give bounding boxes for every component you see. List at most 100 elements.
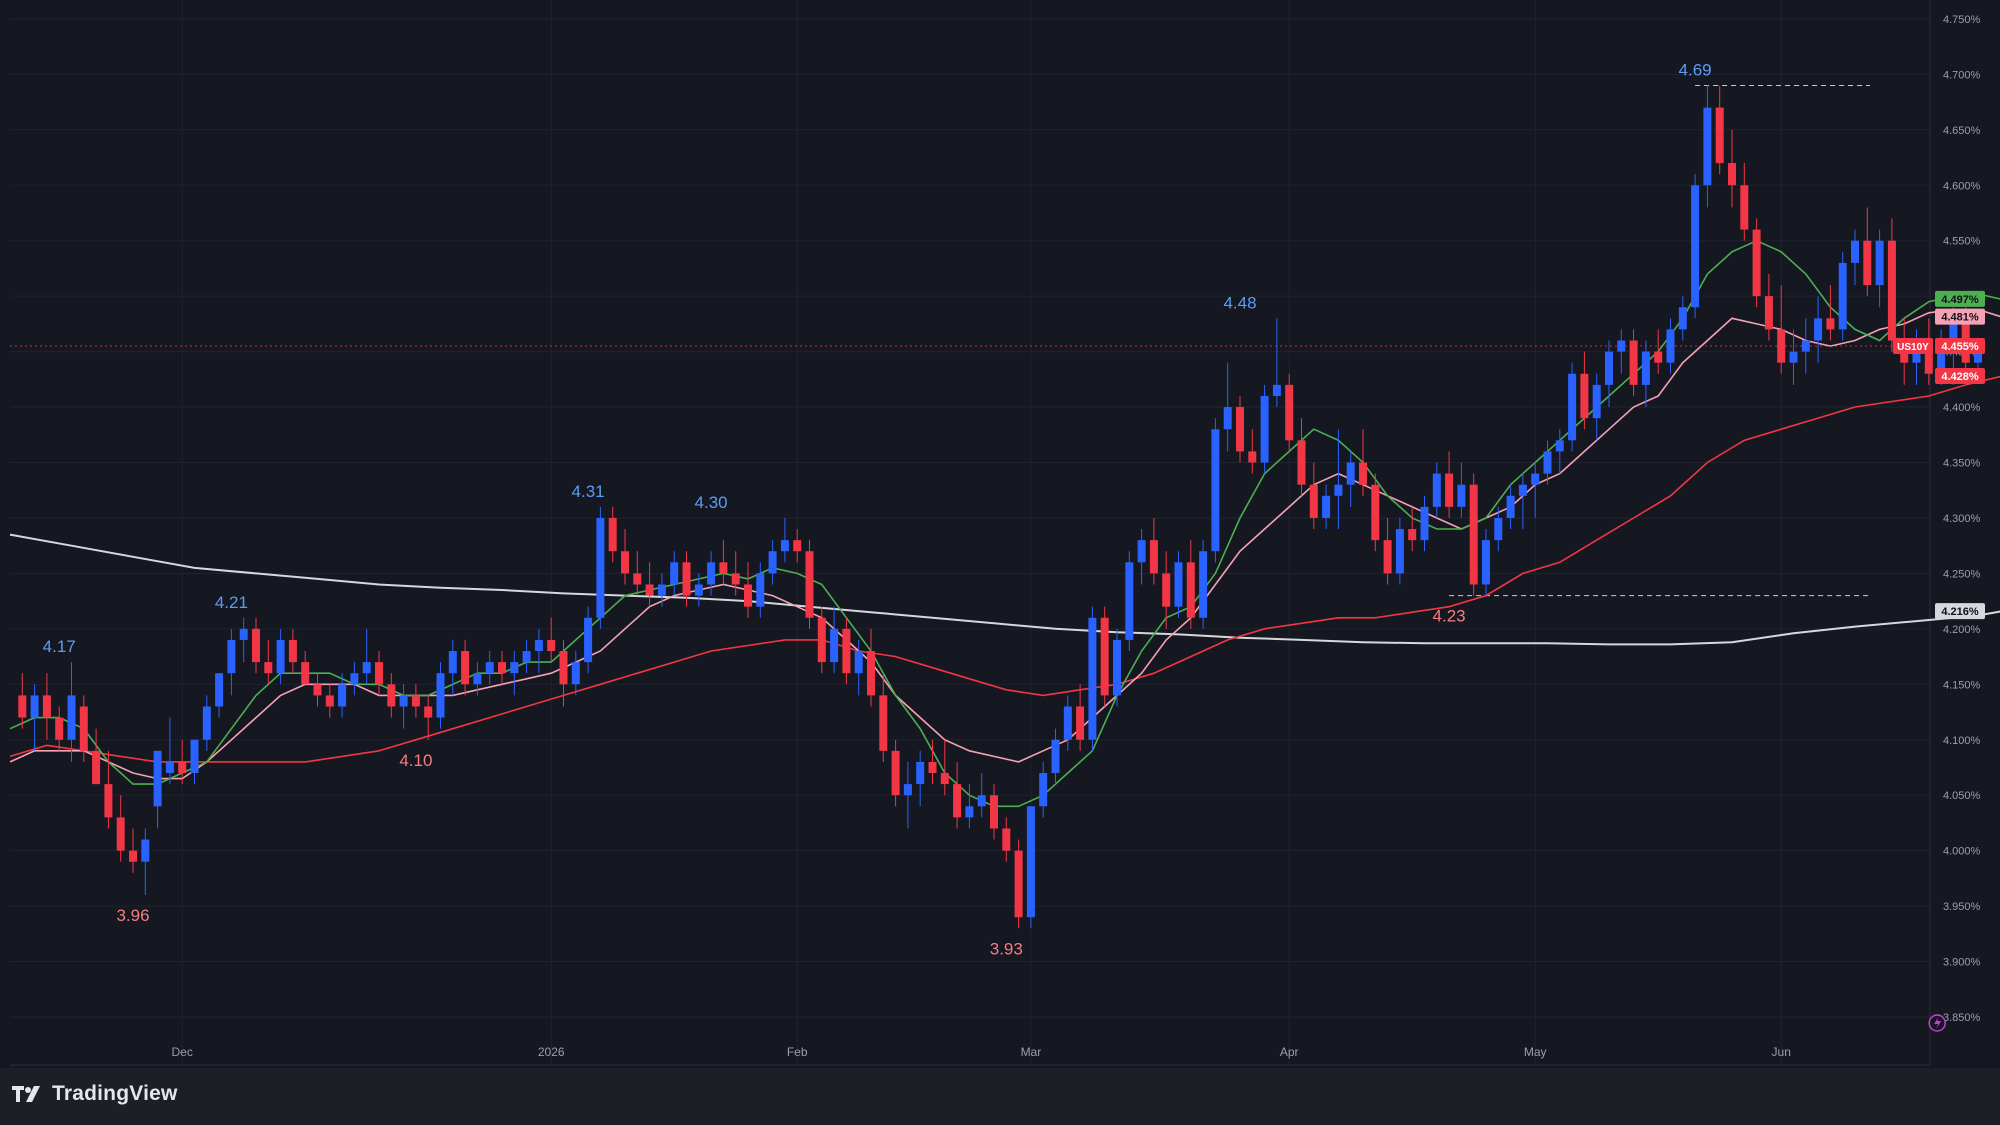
candle-body bbox=[1211, 429, 1220, 552]
candle-body bbox=[1285, 384, 1294, 441]
candle-body bbox=[1740, 185, 1749, 230]
candle-body bbox=[953, 784, 962, 818]
lightning-icon bbox=[1928, 1014, 1946, 1032]
candle-body bbox=[1395, 529, 1404, 574]
brand-name: TradingView bbox=[52, 1082, 178, 1105]
candle-body bbox=[264, 662, 273, 674]
candle-body bbox=[657, 584, 666, 596]
candle-body bbox=[79, 706, 88, 751]
ma-slow-value-tag: 4.428% bbox=[1941, 371, 1979, 383]
candle-body bbox=[313, 684, 322, 696]
candle-body bbox=[325, 695, 334, 707]
candle-body bbox=[362, 662, 371, 674]
candle-body bbox=[793, 540, 802, 552]
y-tick-label: 4.600% bbox=[1943, 180, 1981, 192]
candle-body bbox=[1137, 540, 1146, 563]
candle-body bbox=[608, 517, 617, 552]
candle-body bbox=[1814, 318, 1823, 341]
candle-body bbox=[424, 706, 433, 718]
candle-body bbox=[1113, 639, 1121, 696]
candle-body bbox=[965, 806, 974, 818]
candle-body bbox=[1174, 562, 1183, 607]
candle-body bbox=[1272, 384, 1281, 396]
y-tick-label: 4.550% bbox=[1943, 236, 1981, 248]
candle-body bbox=[1592, 384, 1601, 419]
high-value-label: 4.21 bbox=[215, 593, 248, 612]
x-tick-label: May bbox=[1524, 1045, 1547, 1059]
price-chart[interactable]: 3.850% 3.900% 3.950% 4.000% 4.050% 4.100% 4.15… bbox=[0, 0, 2000, 1068]
ma-mid-value-tag-bg bbox=[1935, 308, 1985, 325]
candle-body bbox=[1100, 617, 1109, 696]
candle-body bbox=[1383, 540, 1392, 574]
candle-body bbox=[288, 639, 297, 663]
candle-body bbox=[571, 662, 580, 685]
candle-body bbox=[596, 517, 605, 618]
candle-body bbox=[1088, 617, 1097, 740]
candle-body bbox=[67, 695, 76, 740]
candle-body bbox=[990, 795, 998, 829]
brand[interactable]: TradingView bbox=[12, 1082, 178, 1106]
candle-body bbox=[1617, 340, 1626, 352]
candle-body bbox=[350, 673, 359, 685]
candle-body bbox=[448, 651, 457, 674]
low-value-label: 4.10 bbox=[399, 751, 432, 770]
ma-mid-value-tag: 4.481% bbox=[1941, 312, 1979, 324]
candle-body bbox=[1543, 451, 1552, 474]
candle-body bbox=[1518, 484, 1527, 496]
candle-body bbox=[1691, 185, 1700, 308]
candle-body bbox=[719, 562, 728, 574]
candle-body bbox=[104, 784, 113, 818]
candle-body bbox=[1039, 773, 1048, 807]
candle-body bbox=[1801, 340, 1810, 352]
candle-body bbox=[301, 662, 310, 685]
candle-body bbox=[239, 628, 248, 640]
candle-body bbox=[1371, 484, 1380, 541]
candle-body bbox=[522, 651, 531, 663]
ma-fast-value-tag-bg bbox=[1935, 290, 1985, 307]
x-tick-label: Jun bbox=[1772, 1045, 1791, 1059]
y-tick-label: 4.200% bbox=[1943, 624, 1981, 636]
candle-body bbox=[744, 584, 752, 607]
y-tick-label: 4.400% bbox=[1943, 402, 1981, 414]
candle-body bbox=[1199, 551, 1208, 618]
candle-body bbox=[1322, 495, 1331, 518]
y-tick-label: 3.850% bbox=[1943, 1012, 1981, 1024]
candle-body bbox=[1408, 529, 1417, 541]
candle-body bbox=[1728, 163, 1736, 186]
tradingview-logo-icon bbox=[12, 1086, 40, 1102]
candle-body bbox=[129, 850, 137, 862]
candle-body bbox=[18, 695, 27, 718]
ma-long-value-tag-bg bbox=[1935, 603, 1985, 620]
candle-body bbox=[867, 651, 875, 696]
candle-body bbox=[141, 839, 150, 862]
candle-body bbox=[1826, 318, 1835, 330]
candle-body bbox=[1457, 484, 1466, 507]
candle-body bbox=[165, 761, 174, 774]
low-value-label: 3.93 bbox=[990, 939, 1023, 958]
last-price-tag-bg bbox=[1935, 338, 1985, 355]
candle-body bbox=[1162, 573, 1171, 607]
candle-body bbox=[879, 695, 888, 751]
y-tick-label: 4.350% bbox=[1943, 458, 1981, 470]
candle-body bbox=[940, 773, 949, 785]
ma-fast-value-tag: 4.497% bbox=[1941, 294, 1979, 306]
x-tick-label: Mar bbox=[1021, 1045, 1042, 1059]
candle-body bbox=[1297, 440, 1306, 485]
high-value-label: 4.69 bbox=[1679, 60, 1712, 79]
candle-body bbox=[547, 639, 556, 652]
candle-body bbox=[202, 706, 211, 740]
candle-body bbox=[891, 750, 900, 796]
y-tick-label: 4.750% bbox=[1943, 14, 1981, 26]
candle-body bbox=[215, 673, 224, 707]
candle-body bbox=[682, 562, 691, 596]
ma-slow-line bbox=[9, 375, 2000, 763]
candle-body bbox=[768, 551, 777, 574]
candle-body bbox=[842, 628, 851, 674]
symbol-tag: US10Y bbox=[1897, 342, 1929, 353]
candle-body bbox=[1359, 462, 1367, 485]
candle-body bbox=[1949, 318, 1958, 352]
candle-body bbox=[178, 761, 187, 774]
candle-body bbox=[707, 562, 716, 585]
y-tick-label: 4.150% bbox=[1943, 679, 1981, 691]
